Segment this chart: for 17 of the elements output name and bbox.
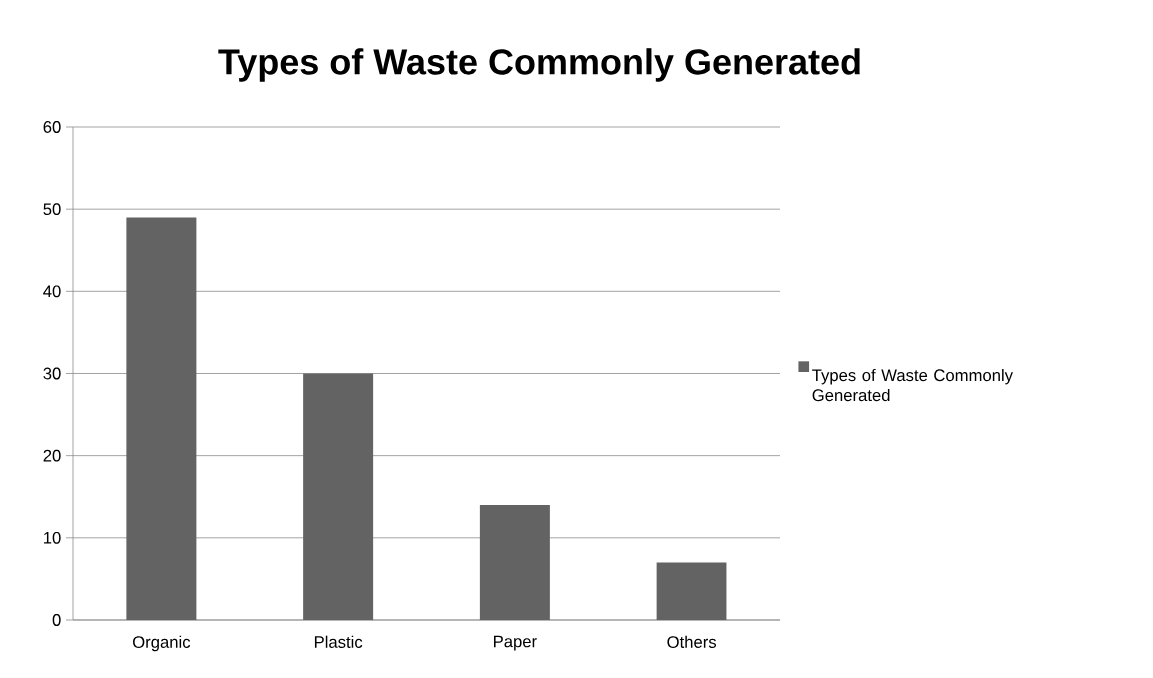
bar — [126, 217, 197, 620]
x-tick-label: Organic — [133, 635, 191, 652]
bar — [479, 504, 550, 620]
y-tick-label: 20 — [43, 449, 61, 462]
legend-label: Types of Waste Commonly Generated — [812, 368, 1013, 402]
y-tick-label: 60 — [43, 121, 61, 133]
chart-title: Types of Waste Commonly Generated — [218, 48, 860, 82]
y-tick-label: 40 — [43, 285, 61, 298]
x-tick-label: Paper — [494, 635, 537, 651]
bar — [656, 562, 727, 620]
y-tick-label: 30 — [43, 367, 61, 380]
y-tick-label: 10 — [44, 531, 61, 544]
x-tick-label: Others — [667, 635, 717, 648]
x-tick-label: Plastic — [314, 635, 363, 648]
y-tick-label: 0 — [52, 614, 61, 626]
y-tick-label: 50 — [43, 203, 61, 216]
bar — [303, 373, 374, 620]
